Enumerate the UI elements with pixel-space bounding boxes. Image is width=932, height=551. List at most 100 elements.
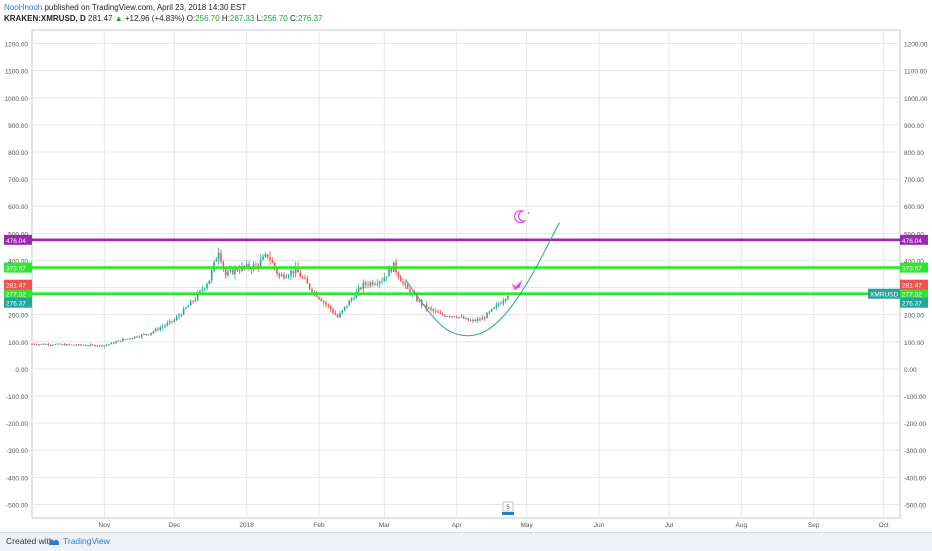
flag-icon [502,512,514,515]
candle-body [138,336,141,338]
candle-body [91,344,94,346]
x-tick-label: Jun [594,522,605,529]
candle-body [416,294,418,301]
candle-body [124,339,127,340]
high-value: 287.33 [229,14,255,23]
candle-body [94,344,96,347]
x-tick-label: Feb [313,522,325,529]
candle-body [133,336,136,339]
level-label-bg-left [4,262,32,273]
candle-body [77,344,80,346]
candle-body [458,316,460,318]
candle-body [278,273,281,277]
candle-body [374,283,376,285]
candle-body [227,271,229,276]
level-label-bg-left [4,288,32,299]
candle-body [334,312,337,315]
level-label-right: 476.04 [902,238,922,245]
candle-body [301,277,304,278]
close-value: 276.37 [297,14,323,23]
candle-body [82,345,85,346]
candle-body [385,276,388,278]
published-text: published on TradingView.com, April 23, … [42,3,247,12]
author-link[interactable]: NooHnooh [4,3,43,12]
price-label-left: 276.37 [6,301,26,308]
candle-body [38,344,40,346]
candle-body [192,301,194,302]
close-label: C: [289,14,298,23]
candle-body [406,284,409,290]
candle-body [388,268,390,277]
created-with-text: Created with [6,536,54,546]
price-label-bg-right [900,279,928,290]
candle-body [180,314,183,316]
x-tick-label: Oct [879,522,889,529]
candle-body [31,343,33,345]
candle-body [213,261,215,271]
candle-body [339,313,341,318]
candle-body [481,318,484,320]
low-value: 256.70 [263,14,288,23]
x-tick-label: Jul [665,522,674,529]
candle-body [350,298,353,301]
candle-body [45,344,47,345]
candle-body [439,312,442,314]
candle-body [187,305,190,308]
candle-body [87,345,89,347]
candle-body [234,268,236,275]
candle-body [332,309,334,313]
tradingview-logo-icon [49,539,59,545]
y-tick-label-right: 1000.00 [904,96,928,103]
candle-body [189,301,192,306]
price-chart[interactable]: 1200.00 1200.00 1100.00 1100.00 1000.00 1000.… [0,0,932,532]
candle-body [397,272,400,278]
candle-body [224,267,227,276]
candle-body [462,316,465,319]
candle-body [101,345,103,347]
y-tick-label-right: 1200.00 [904,42,928,49]
candle-body [437,311,439,313]
candle-body [476,318,479,321]
low-label: L: [256,14,264,23]
candle-body [215,259,218,262]
y-tick-label-right: -200.00 [904,421,926,428]
candle-body [427,307,430,309]
chart-header: NooHnooh published on TradingView.com, A… [4,2,322,24]
candle-body [266,254,269,258]
candle-body [360,287,362,290]
tradingview-brand[interactable]: TradingView [63,536,110,546]
candle-body [229,269,232,272]
y-tick-label-right: 0.00 [904,367,917,374]
y-tick-label-left: 1200.00 [5,42,29,49]
x-tick-label: Aug [736,522,748,529]
candle-body [84,345,87,347]
symbol-label[interactable]: KRAKEN:XMRUSD, D [4,14,86,23]
price-label-bg-right [900,297,928,308]
cup-curve [404,222,560,337]
y-tick-label-right: 100.00 [904,340,924,347]
candle-body [297,266,299,273]
candle-body [353,298,355,299]
y-tick-label-left: 0.00 [15,367,28,374]
candle-body [259,259,262,267]
candle-body [122,339,124,342]
candle-body [119,340,122,342]
y-tick-label-left: -200.00 [6,421,28,428]
candle-body [164,325,166,327]
candle-body [136,336,138,338]
star-icon [527,212,530,214]
candle-body [255,264,257,266]
candle-body [75,345,78,346]
candle-body [292,270,295,274]
candle-body [451,316,453,318]
candle-body [145,334,148,336]
candle-body [80,344,82,346]
y-tick-label-right: -300.00 [904,448,926,455]
candle-body [201,289,204,291]
candle-body [336,314,339,318]
candle-body [280,274,283,277]
candle-body [329,305,332,310]
y-tick-label-right: 200.00 [904,313,924,320]
candle-body [161,326,164,328]
footer-bar: Created with TradingView [0,532,932,551]
